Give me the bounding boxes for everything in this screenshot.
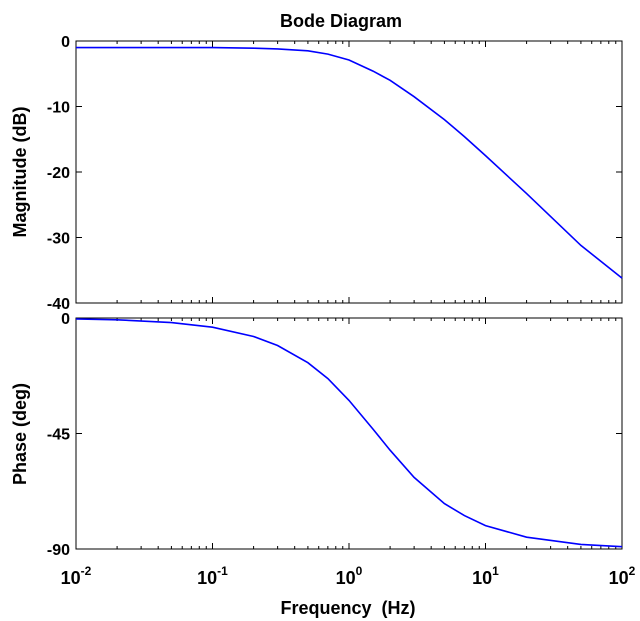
phase-y-tick-label: -90: [47, 542, 70, 559]
magnitude-y-tick-label: -40: [47, 296, 70, 313]
phase-y-tick-label: -45: [47, 427, 70, 444]
x-tick-label: 100: [336, 564, 363, 588]
phase-plot-frame: [75, 317, 623, 550]
phase-series-line: [75, 318, 623, 548]
chart-title: Bode Diagram: [280, 11, 402, 31]
magnitude-y-tick-label: -10: [47, 100, 70, 117]
magnitude-y-tick-label: -20: [47, 165, 70, 182]
x-tick-label: 102: [609, 564, 636, 588]
magnitude-y-tick-labels: 0 -10 -20 -30 -40: [47, 34, 70, 313]
phase-y-axis-label: Phase (deg): [10, 383, 30, 485]
magnitude-tick-marks: [75, 40, 622, 304]
x-tick-label: 10-2: [61, 564, 92, 588]
x-tick-label: 101: [472, 564, 499, 588]
phase-y-tick-label: 0: [61, 311, 70, 328]
frequency-x-tick-labels: 10-2 10-1 100 101 102: [61, 564, 636, 588]
frequency-x-axis-label: Frequency (Hz): [280, 598, 415, 618]
magnitude-series-line: [76, 46, 623, 279]
magnitude-plot-frame: [75, 40, 623, 304]
phase-y-tick-labels: 0 -45 -90: [47, 311, 70, 559]
x-tick-label: 10-1: [197, 564, 228, 588]
magnitude-y-tick-label: 0: [61, 34, 70, 51]
phase-tick-marks: [75, 317, 622, 550]
magnitude-y-axis-label: Magnitude (dB): [10, 107, 30, 238]
magnitude-y-tick-label: -30: [47, 231, 70, 248]
